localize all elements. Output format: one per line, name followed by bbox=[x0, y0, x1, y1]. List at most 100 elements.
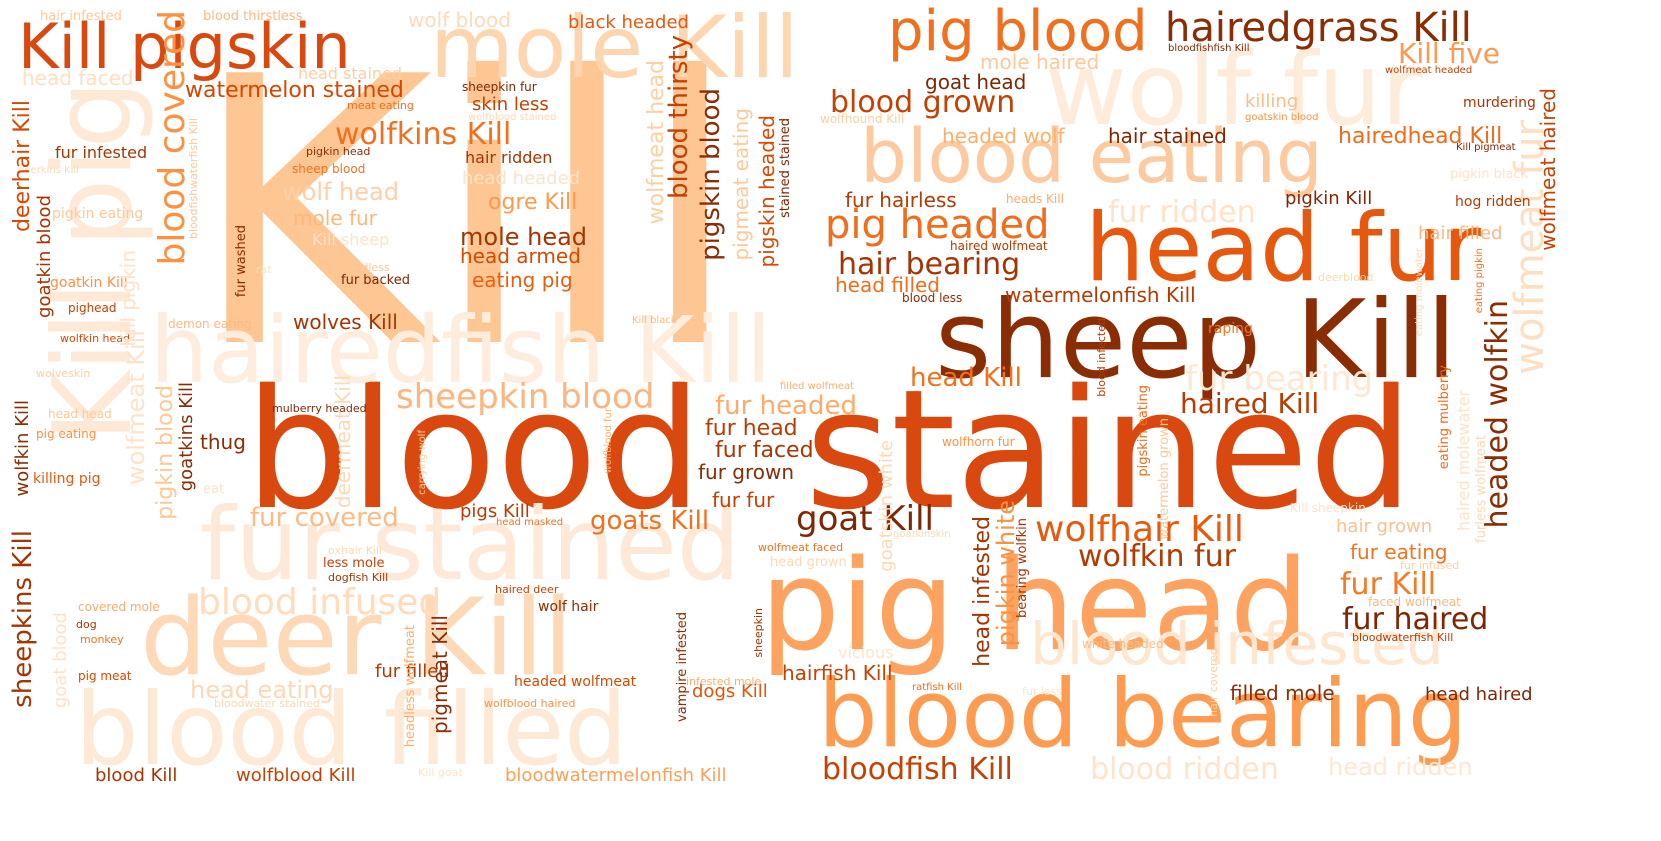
word-dogs-kill: dogs Kill bbox=[692, 681, 768, 702]
word-thug: thug bbox=[200, 430, 246, 454]
word-wolfmeat-kill: wolfmeat Kill bbox=[122, 330, 150, 486]
word-blood-thirsty: blood thirsty bbox=[664, 35, 694, 200]
word-hair-ridden: hair ridden bbox=[465, 148, 553, 167]
word-covered-mole: covered mole bbox=[78, 600, 160, 614]
word-blood-covered: blood covered bbox=[152, 10, 193, 266]
word-blood-infused: blood infused bbox=[198, 582, 442, 623]
word-head-filled: head filled bbox=[835, 273, 940, 297]
word-bloodwater-stained: bloodwater stained bbox=[214, 697, 320, 710]
word-goat-blood: goat blood bbox=[50, 612, 71, 709]
word-blood-kill: blood Kill bbox=[95, 765, 178, 786]
word-fur-bearing: fur bearing bbox=[1185, 359, 1374, 399]
word-hair-covered: hair covered bbox=[1207, 648, 1220, 717]
word-pigskin-headed: pigskin headed bbox=[755, 115, 779, 268]
word-blood-less: blood less bbox=[902, 291, 963, 305]
word-kill-five: Kill five bbox=[1398, 37, 1501, 70]
word-sheep-kill: sheep Kill bbox=[935, 278, 1457, 403]
word-watermelon-stained: watermelon stained bbox=[185, 78, 404, 103]
word-head-faced: head faced bbox=[22, 66, 134, 90]
word-eating-pigkin: eating pigkin bbox=[1474, 248, 1485, 314]
word-wolfblood-kill: wolfblood Kill bbox=[236, 765, 356, 786]
word-sheepkins-kill: sheepkins Kill bbox=[8, 530, 38, 708]
word-wolf-blood: wolf blood bbox=[408, 8, 511, 32]
word-pig-meat: pig meat bbox=[78, 669, 132, 683]
word-head-grown: head grown bbox=[770, 555, 847, 570]
word-pigkin-kill: pigkin Kill bbox=[1285, 188, 1373, 209]
word-pigkin-blood: pigkin blood bbox=[153, 385, 178, 520]
word-vampire-infested: vampire infested bbox=[675, 612, 690, 722]
word-pighead: pighead bbox=[68, 301, 117, 315]
word-mulberry-headed: mulberry headed bbox=[272, 402, 367, 415]
word-carrying-wolf: carrying wolf bbox=[417, 430, 428, 495]
word-head-eating: head eating bbox=[190, 676, 334, 704]
word-skin-less: skin less bbox=[472, 94, 549, 115]
word-raping: raping bbox=[1208, 321, 1253, 337]
word-fur-covered: fur covered bbox=[250, 503, 399, 533]
word-blood-infected: blood infected bbox=[1095, 318, 1108, 397]
word-pigkin-eating: pigkin eating bbox=[52, 206, 144, 222]
word-headed-wolfmeat: headed wolfmeat bbox=[514, 674, 637, 690]
word-blood-grown: blood grown bbox=[830, 85, 1016, 120]
word-kill-black: Kill black bbox=[632, 315, 677, 326]
word-blood: blood bbox=[245, 354, 703, 546]
word-faced-wolfmeat: faced wolfmeat bbox=[1368, 595, 1461, 609]
word-head-kill: head Kill bbox=[910, 363, 1022, 393]
word-wolveskin: wolveskin bbox=[36, 367, 91, 380]
word-wolfblood-fur: wolfblood fur bbox=[603, 408, 614, 474]
word-bloodfishfish-kill: bloodfishfish Kill bbox=[1168, 43, 1250, 54]
word-kill-sheepkin: Kill sheepkin bbox=[1290, 501, 1366, 515]
word-fur-backed: fur backed bbox=[341, 273, 410, 288]
word-pig-eating: pig eating bbox=[36, 427, 97, 441]
word-murdering: murdering bbox=[1463, 95, 1536, 111]
word-wolf-hair: wolf hair bbox=[538, 599, 599, 615]
word-hairedhead-kill: hairedhead Kill bbox=[1338, 124, 1503, 149]
word-wolves-kill: wolves Kill bbox=[293, 310, 398, 334]
word-kill-pigskin: Kill pigskin bbox=[18, 10, 351, 83]
word-eating-mulberry: eating mulberry bbox=[1437, 365, 1452, 470]
word-fur-fur: fur fur bbox=[712, 488, 775, 512]
word-vicious: vicious bbox=[838, 643, 894, 662]
word-wolf-head: wolf head bbox=[282, 178, 399, 206]
word-wolfkins-kill: wolfkins Kill bbox=[335, 117, 512, 152]
word-head-headed: head headed bbox=[462, 168, 581, 189]
word-blood-infested: blood infested bbox=[1030, 610, 1444, 678]
word-bearing-wolfkin: bearing wolfkin bbox=[1015, 518, 1030, 618]
word-wolfmeat-haired: wolfmeat haired bbox=[1536, 88, 1560, 251]
word-blood-eating: blood eating bbox=[860, 114, 1323, 200]
word-filled-wolfmeat: filled wolfmeat bbox=[780, 381, 855, 392]
word-deerblood: deerblood bbox=[1318, 271, 1374, 284]
word-head-infested: head infested bbox=[970, 516, 995, 667]
word-wolfhound-kill: wolfhound Kill bbox=[820, 112, 905, 126]
word-rat: rat bbox=[256, 263, 272, 276]
word-haired-molewater: haired molewater bbox=[1454, 390, 1473, 531]
word-wolfkin-head: wolfkin head bbox=[60, 332, 131, 345]
word-eat: eat bbox=[203, 482, 225, 497]
word-ogre-kill: ogre Kill bbox=[488, 190, 578, 215]
word-hair-bearing: hair bearing bbox=[838, 247, 1021, 282]
word-fur-filled: fur filled bbox=[375, 661, 450, 682]
word-hairedfish-kill: hairedfish Kill bbox=[150, 297, 772, 404]
word-dogfish-kill: dogfish Kill bbox=[328, 571, 389, 584]
word-fur-faced: fur faced bbox=[715, 438, 814, 463]
word-pigkin-head: pigkin head bbox=[306, 145, 371, 158]
word-stained-stained: stained stained bbox=[778, 118, 793, 219]
word-pig-blood: pig blood bbox=[888, 0, 1148, 64]
word-goats-kill: goats Kill bbox=[590, 506, 710, 536]
word-deerkins-kill: deerkins Kill bbox=[18, 165, 79, 176]
word-haired-deer: haired deer bbox=[495, 583, 559, 596]
word-goatskin-blood: goatskin blood bbox=[1245, 112, 1319, 123]
word-hair-infested: hair infested bbox=[40, 9, 122, 24]
word-wolfmeat-faced: wolfmeat faced bbox=[758, 541, 844, 554]
word-mole-head: mole head bbox=[460, 223, 588, 251]
word-deerhair-kill: deerhair Kill bbox=[10, 100, 35, 233]
word-killing-pig: killing pig bbox=[33, 471, 101, 487]
word-fur-infested: fur infested bbox=[55, 143, 148, 162]
word-pigkin-black: pigkin black bbox=[1450, 167, 1529, 182]
word-bloodwatermelonfish-kill: bloodwatermelonfish Kill bbox=[505, 765, 727, 786]
word-fur-stained: fur stained bbox=[200, 486, 741, 603]
word-wolfblood-stained: wolfblood stained bbox=[468, 112, 557, 123]
word-fur-hairless: fur hairless bbox=[845, 188, 957, 212]
word-sheepkin-blood: sheepkin blood bbox=[396, 377, 655, 417]
word-fur-headless: fur headless bbox=[322, 261, 390, 274]
word-blood-filled: blood filled bbox=[75, 671, 628, 788]
